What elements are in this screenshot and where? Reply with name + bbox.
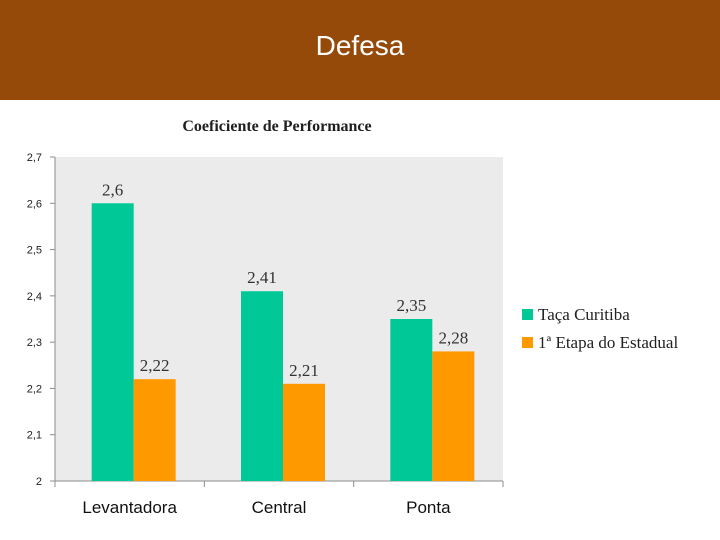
legend-swatch — [522, 337, 533, 348]
bar — [241, 291, 283, 481]
data-label: 2,22 — [140, 356, 170, 375]
bar — [283, 383, 325, 481]
y-tick-label: 2,5 — [27, 245, 42, 257]
chart-title: Coeficiente de Performance — [182, 118, 371, 135]
bar — [390, 319, 433, 481]
legend-label: 1ª Etapa do Estadual — [538, 333, 678, 352]
data-label: 2,35 — [396, 296, 426, 315]
data-label: 2,28 — [438, 328, 468, 347]
performance-chart: Coeficiente de Performance 2 2,1 2,2 2,3 2,4… — [27, 118, 679, 517]
x-tick-label: Levantadora — [82, 498, 177, 517]
data-label: 2,21 — [289, 361, 319, 380]
legend-label: Taça Curitiba — [538, 305, 630, 324]
y-tick-label: 2,2 — [27, 383, 42, 395]
data-label: 2,41 — [247, 268, 277, 287]
y-tick-label: 2,4 — [27, 291, 42, 303]
x-tick-label: Central — [252, 498, 307, 517]
bar — [133, 379, 176, 481]
slide-title: Defesa — [315, 30, 405, 61]
title-bar — [0, 0, 720, 100]
x-tick-label: Ponta — [406, 498, 451, 517]
y-tick-label: 2,1 — [27, 430, 42, 442]
y-tick-label: 2,3 — [27, 337, 42, 349]
bar — [91, 203, 134, 481]
y-tick-label: 2,7 — [27, 152, 42, 164]
bar — [432, 351, 475, 481]
data-label: 2,6 — [102, 180, 123, 199]
y-tick-label: 2 — [36, 476, 42, 488]
legend-swatch — [522, 309, 533, 320]
y-tick-label: 2,6 — [27, 198, 42, 210]
